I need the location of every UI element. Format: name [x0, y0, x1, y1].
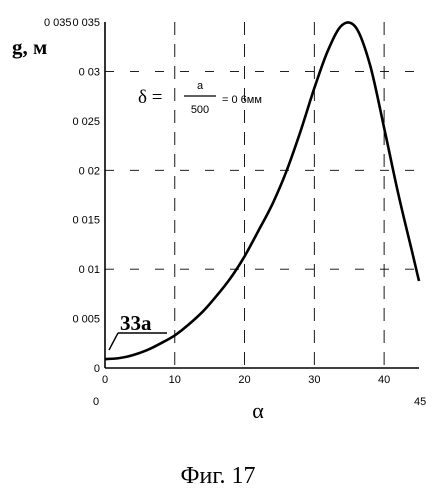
x-tick-label-0: 0	[102, 374, 108, 386]
formula-lhs: δ =	[138, 87, 162, 108]
y-axis-label: g, м	[12, 35, 47, 59]
x-tick-label-1: 10	[169, 374, 181, 386]
label-33a-leader	[109, 333, 118, 350]
y-tick-label-0: 0	[94, 363, 100, 375]
y-tick-label-2: 0 01	[79, 264, 100, 276]
x-tick-label-2: 20	[238, 374, 250, 386]
x-tick-label-3: 30	[308, 374, 320, 386]
formula-rhs: = 0 6мм	[222, 94, 262, 106]
x-tick-labels: 0 10 20 30 40	[102, 374, 390, 386]
label-33a-text: 33а	[120, 311, 152, 335]
x-min-corner-label: 0	[93, 396, 99, 408]
figure-caption: Фиг. 17	[181, 463, 256, 489]
y-tick-labels: 0 0 005 0 01 0 015 0 02 0 025 0 03 0 035	[72, 17, 100, 375]
x-tick-label-4: 40	[378, 374, 390, 386]
y-max-corner-label: 0 035	[44, 17, 72, 29]
x-max-corner-label: 45	[414, 396, 426, 408]
series-group	[105, 22, 419, 359]
y-tick-label-7: 0 035	[72, 17, 100, 29]
y-tick-label-6: 0 03	[79, 66, 100, 78]
series-line-0	[105, 22, 419, 359]
y-tick-label-1: 0 005	[72, 314, 100, 326]
formula-denominator: 500	[191, 104, 209, 116]
formula-numerator: a	[197, 80, 204, 92]
y-tick-label-5: 0 025	[72, 116, 100, 128]
formula-annotation: δ = a 500 = 0 6мм	[138, 80, 262, 116]
y-tick-label-3: 0 015	[72, 215, 100, 227]
y-tick-label-4: 0 02	[79, 165, 100, 177]
x-axis-label: α	[252, 398, 264, 423]
